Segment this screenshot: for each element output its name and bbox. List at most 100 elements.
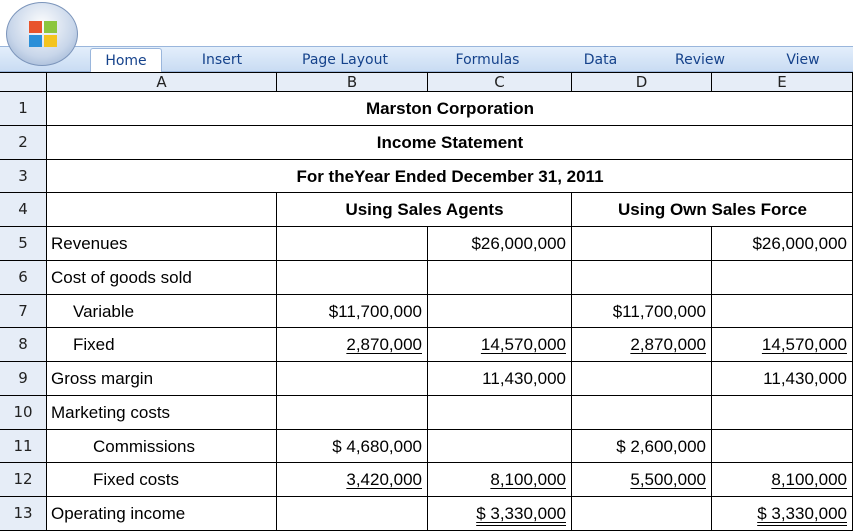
- cell: [47, 463, 277, 498]
- ribbon-tab[interactable]: Formulas: [455, 52, 520, 68]
- label-cell[interactable]: Fixed: [73, 335, 115, 355]
- ribbon-tab[interactable]: Data: [583, 52, 618, 68]
- row-header[interactable]: 9: [0, 362, 47, 396]
- cell: [712, 362, 853, 396]
- amount-cell[interactable]: 8,100,000: [771, 470, 847, 490]
- ribbon-tab[interactable]: Insert: [201, 52, 243, 68]
- amount-cell[interactable]: $ 3,330,000: [757, 504, 847, 524]
- amount-cell[interactable]: $11,700,000: [328, 301, 422, 321]
- cell: [277, 429, 428, 464]
- cell: [277, 294, 428, 329]
- cell: [277, 463, 428, 498]
- cell: [47, 159, 853, 194]
- cell: [712, 227, 853, 261]
- cell: [572, 193, 853, 228]
- cell: [712, 260, 853, 295]
- cell: [428, 294, 572, 329]
- cell: [47, 260, 277, 295]
- cell: [712, 497, 853, 531]
- cell: [277, 260, 428, 295]
- amount-cell[interactable]: $ 2,600,000: [616, 436, 706, 456]
- merged-heading[interactable]: Using Sales Agents: [345, 200, 504, 220]
- cell: [572, 395, 712, 430]
- row-header[interactable]: 7: [0, 294, 47, 329]
- cell: [428, 328, 572, 363]
- cell: [572, 294, 712, 329]
- amount-cell[interactable]: 2,870,000: [346, 335, 422, 355]
- cell: [572, 227, 712, 261]
- office-button[interactable]: [6, 2, 78, 66]
- row-header[interactable]: 13: [0, 497, 47, 531]
- column-header[interactable]: B: [277, 72, 428, 92]
- row-header[interactable]: 12: [0, 463, 47, 498]
- row-header[interactable]: 5: [0, 227, 47, 261]
- cell: [277, 497, 428, 531]
- cell: [47, 193, 277, 228]
- ribbon-tab[interactable]: Home: [90, 48, 162, 72]
- cell: [712, 429, 853, 464]
- amount-cell[interactable]: 3,420,000: [346, 470, 422, 490]
- cell: [47, 92, 853, 126]
- column-header[interactable]: E: [712, 72, 853, 92]
- row-header[interactable]: 8: [0, 328, 47, 363]
- column-header[interactable]: C: [428, 72, 572, 92]
- row-header[interactable]: 4: [0, 193, 47, 228]
- cell: [277, 328, 428, 363]
- cell: [47, 362, 277, 396]
- amount-cell[interactable]: $ 3,330,000: [476, 504, 566, 524]
- cell: [277, 395, 428, 430]
- amount-cell[interactable]: 11,430,000: [763, 369, 847, 389]
- merged-heading[interactable]: Marston Corporation: [365, 99, 535, 118]
- cell: [428, 362, 572, 396]
- amount-cell[interactable]: 8,100,000: [490, 470, 566, 490]
- cell: [572, 328, 712, 363]
- row-header[interactable]: 10: [0, 395, 47, 430]
- row-header[interactable]: 3: [0, 159, 47, 194]
- cell: [47, 294, 277, 329]
- cell: [277, 227, 428, 261]
- amount-cell[interactable]: 2,870,000: [630, 335, 706, 355]
- cell: [428, 227, 572, 261]
- cell: [47, 227, 277, 261]
- ribbon-tab[interactable]: Review: [675, 52, 725, 68]
- label-cell[interactable]: Cost of goods sold: [51, 267, 192, 287]
- amount-cell[interactable]: 14,570,000: [480, 335, 566, 355]
- label-cell[interactable]: Fixed costs: [93, 470, 179, 490]
- amount-cell[interactable]: $11,700,000: [612, 301, 706, 321]
- column-header[interactable]: D: [572, 72, 712, 92]
- label-cell[interactable]: Marketing costs: [51, 402, 171, 422]
- label-cell[interactable]: Revenues: [51, 234, 128, 254]
- cell: [47, 395, 277, 430]
- cell: [572, 362, 712, 396]
- cell: [47, 429, 277, 464]
- cell: [712, 294, 853, 329]
- merged-heading[interactable]: Using Own Sales Force: [618, 200, 807, 220]
- label-cell[interactable]: Gross margin: [51, 369, 154, 389]
- cell: [277, 193, 572, 228]
- amount-cell[interactable]: $ 4,680,000: [332, 436, 422, 456]
- cell: [428, 395, 572, 430]
- row-header[interactable]: 1: [0, 92, 47, 126]
- cell: [572, 260, 712, 295]
- amount-cell[interactable]: 14,570,000: [761, 335, 847, 355]
- row-header[interactable]: 6: [0, 260, 47, 295]
- amount-cell[interactable]: $26,000,000: [471, 234, 566, 254]
- column-header[interactable]: A: [47, 72, 277, 92]
- amount-cell[interactable]: 11,430,000: [482, 369, 566, 389]
- label-cell[interactable]: Operating income: [51, 504, 186, 524]
- row-header[interactable]: 11: [0, 429, 47, 464]
- row-header[interactable]: 2: [0, 125, 47, 160]
- cell: [712, 328, 853, 363]
- cell: [572, 463, 712, 498]
- ribbon-tab[interactable]: Page Layout: [302, 52, 388, 68]
- label-cell[interactable]: Variable: [73, 301, 135, 321]
- label-cell[interactable]: Commissions: [93, 436, 196, 456]
- merged-heading[interactable]: For theYear Ended December 31, 2011: [296, 166, 604, 186]
- cell: [277, 362, 428, 396]
- merged-heading[interactable]: Income Statement: [376, 132, 524, 152]
- cell: [47, 497, 277, 531]
- amount-cell[interactable]: $26,000,000: [752, 234, 847, 254]
- ribbon-tab[interactable]: View: [786, 52, 820, 68]
- amount-cell[interactable]: 5,500,000: [630, 470, 706, 490]
